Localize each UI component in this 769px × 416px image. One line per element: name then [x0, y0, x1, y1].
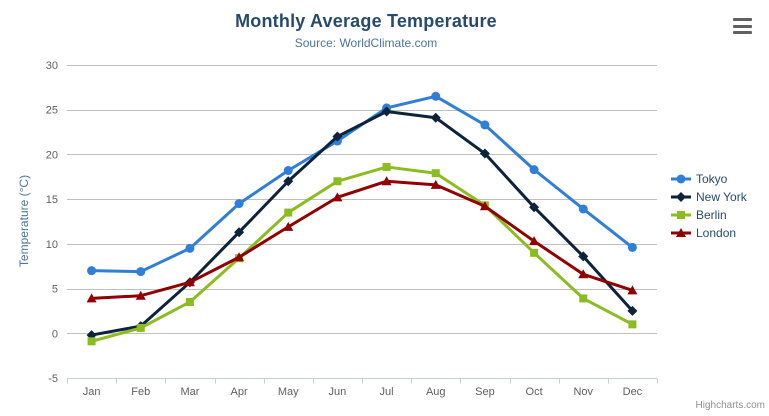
credits-link[interactable]: Highcharts.com — [695, 400, 765, 411]
y-tick-label: 10 — [46, 239, 58, 251]
square-marker-icon — [671, 211, 691, 219]
x-tick-label: Jan — [83, 386, 101, 398]
marker-london[interactable] — [86, 293, 97, 303]
marker-berlin[interactable] — [431, 169, 440, 178]
x-tick-label: Jun — [329, 386, 347, 398]
marker-tokyo[interactable] — [87, 266, 97, 276]
marker-new-york[interactable] — [430, 112, 441, 123]
hamburger-icon — [733, 31, 752, 34]
diamond-marker-icon — [671, 192, 691, 202]
x-tick-label: Dec — [623, 386, 643, 398]
legend-label: Tokyo — [696, 172, 728, 186]
circle-marker-icon — [671, 174, 691, 184]
y-tick-label: 5 — [52, 284, 58, 296]
marker-london[interactable] — [627, 285, 638, 295]
series-line-new-york[interactable] — [90, 110, 634, 337]
marker-berlin[interactable] — [136, 323, 145, 332]
x-tick-label: Feb — [131, 386, 150, 398]
legend-item-berlin[interactable]: Berlin — [671, 206, 747, 224]
marker-london[interactable] — [332, 192, 343, 202]
marker-london[interactable] — [135, 290, 146, 300]
marker-tokyo[interactable] — [431, 91, 441, 101]
marker-berlin[interactable] — [185, 297, 194, 306]
chart-title: Monthly Average Temperature — [235, 11, 497, 31]
export-menu-button[interactable] — [731, 16, 755, 36]
marker-new-york[interactable] — [332, 131, 343, 142]
marker-london[interactable] — [184, 277, 195, 287]
legend: Tokyo New York Berlin London — [671, 170, 747, 242]
marker-london[interactable] — [283, 221, 294, 231]
legend-label: Berlin — [696, 208, 727, 222]
y-tick-label: 30 — [46, 60, 58, 72]
y-tick-label: 0 — [52, 328, 58, 340]
marker-tokyo[interactable] — [136, 267, 146, 277]
marker-tokyo[interactable] — [185, 243, 195, 253]
x-tick-label: Aug — [426, 386, 446, 398]
hamburger-icon — [733, 24, 752, 28]
triangle-marker-icon — [671, 228, 691, 237]
marker-new-york[interactable] — [627, 305, 638, 316]
marker-new-york[interactable] — [234, 227, 245, 238]
x-tick-label: Nov — [573, 386, 593, 398]
marker-tokyo[interactable] — [480, 120, 490, 130]
marker-london[interactable] — [234, 252, 245, 262]
legend-item-london[interactable]: London — [671, 224, 747, 242]
series-line-london[interactable] — [90, 179, 634, 300]
chart-subtitle: Source: WorldClimate.com — [294, 36, 438, 50]
marker-berlin[interactable] — [579, 294, 588, 303]
marker-new-york[interactable] — [529, 202, 540, 213]
marker-berlin[interactable] — [333, 177, 342, 186]
x-tick-label: Oct — [526, 386, 543, 398]
x-tick-label: May — [278, 386, 299, 398]
marker-new-york[interactable] — [283, 176, 294, 187]
legend-label: London — [696, 226, 737, 240]
marker-tokyo[interactable] — [283, 166, 293, 176]
marker-new-york[interactable] — [381, 106, 392, 117]
legend-item-tokyo[interactable]: Tokyo — [671, 170, 747, 188]
marker-berlin[interactable] — [284, 208, 293, 217]
marker-london[interactable] — [578, 269, 589, 279]
y-tick-label: -5 — [48, 373, 58, 385]
x-tick-label: Sep — [475, 386, 495, 398]
marker-berlin[interactable] — [382, 162, 391, 171]
y-tick-label: 15 — [46, 194, 58, 206]
legend-item-new-york[interactable]: New York — [671, 188, 747, 206]
marker-tokyo[interactable] — [529, 165, 539, 175]
marker-new-york[interactable] — [578, 251, 589, 262]
series-line-berlin[interactable] — [90, 165, 634, 343]
hamburger-icon — [733, 18, 752, 21]
marker-berlin[interactable] — [87, 337, 96, 346]
marker-london[interactable] — [479, 201, 490, 211]
marker-tokyo[interactable] — [578, 204, 588, 214]
marker-tokyo[interactable] — [627, 242, 637, 252]
legend-label: New York — [696, 190, 747, 204]
y-tick-label: 25 — [46, 105, 58, 117]
x-tick-label: Apr — [231, 386, 248, 398]
marker-new-york[interactable] — [479, 148, 490, 159]
marker-berlin[interactable] — [530, 248, 539, 257]
marker-tokyo[interactable] — [234, 199, 244, 209]
y-tick-label: 20 — [46, 149, 58, 161]
marker-london[interactable] — [430, 179, 441, 189]
x-tick-label: Jul — [380, 386, 394, 398]
marker-london[interactable] — [529, 236, 540, 246]
marker-berlin[interactable] — [628, 320, 637, 329]
marker-london[interactable] — [381, 176, 392, 186]
x-tick-label: Mar — [180, 386, 199, 398]
